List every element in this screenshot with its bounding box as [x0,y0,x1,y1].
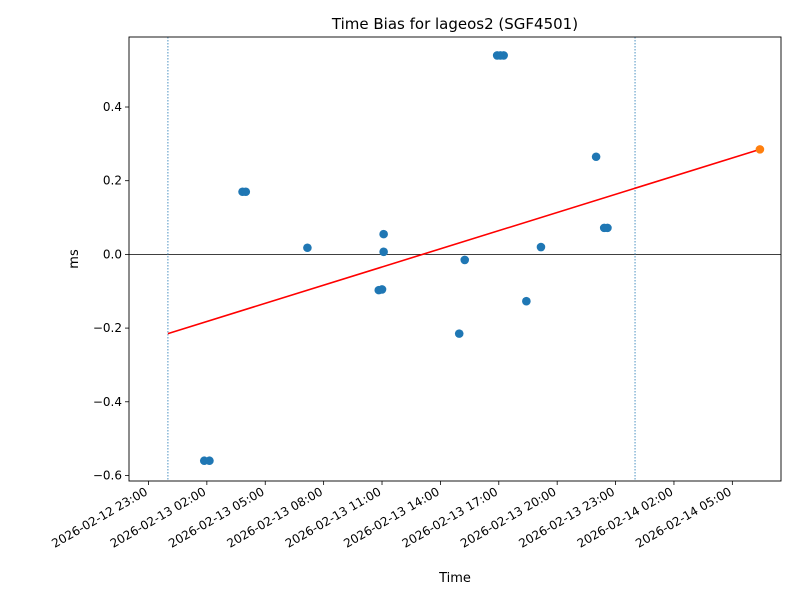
axes-frame [128,36,782,482]
data-point [603,223,612,233]
data-point [241,187,251,197]
data-point [379,229,388,239]
data-point [205,456,214,466]
x-axis-title: Time [438,571,471,586]
y-tick-label: −0.6 [93,468,122,482]
data-point [522,296,531,306]
y-tick-label: 0.4 [103,100,122,114]
data-point [454,329,464,338]
data-point [303,243,312,253]
y-tick-label: −0.2 [93,321,122,335]
data-point [377,285,387,294]
data-point [379,247,388,257]
highlight-point [755,145,765,154]
y-tick-label: 0.0 [103,247,122,261]
data-point [536,242,546,252]
y-tick-label: 0.2 [103,174,122,188]
data-point [460,255,470,265]
chart-title: Time Bias for lageos2 (SGF4501) [331,15,578,33]
y-tick-label: −0.4 [93,395,122,409]
data-point [591,152,601,162]
data-point [499,51,508,60]
trend-line [167,148,761,335]
y-axis-title: ms [67,249,82,269]
